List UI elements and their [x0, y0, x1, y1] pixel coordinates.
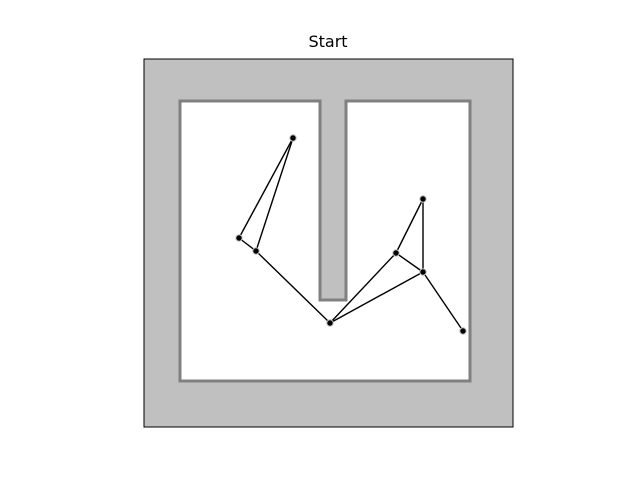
- graph-edge-n1-n3: [255, 137, 294, 252]
- axes-frame: [143, 58, 514, 428]
- free-space: [178, 99, 472, 383]
- graph-edge-n5-n6: [395, 198, 424, 254]
- graph-edge-n4-n7: [329, 271, 424, 324]
- graph-nodes: [235, 134, 467, 335]
- graph-node-n4: [326, 319, 334, 327]
- figure-title: Start: [308, 32, 348, 51]
- graph-node-n7: [419, 268, 427, 276]
- graph-node-n3: [252, 247, 260, 255]
- graph-edge-n4-n5: [329, 252, 397, 324]
- graph-edge-n7-n8: [422, 271, 464, 332]
- graph-edge-n1-n2: [238, 137, 294, 239]
- graph-edge-n3-n4: [255, 250, 331, 324]
- graph-node-n2: [235, 234, 243, 242]
- graph-edge-n5-n7: [395, 252, 424, 273]
- graph-node-n8: [459, 327, 467, 335]
- graph-node-n5: [392, 249, 400, 257]
- graph-node-n6: [419, 195, 427, 203]
- graph-node-n1: [289, 134, 297, 142]
